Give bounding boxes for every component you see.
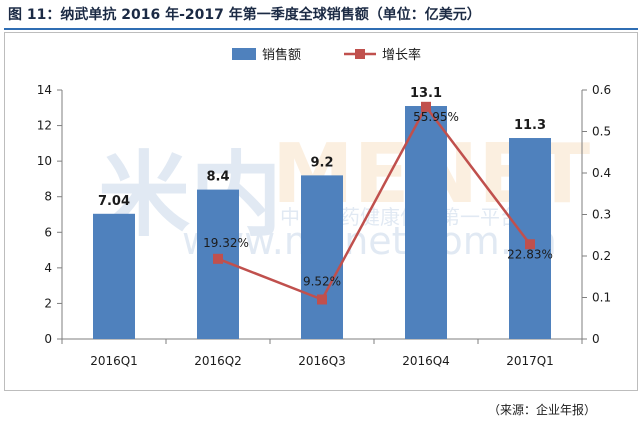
chart-border bbox=[4, 32, 638, 391]
bar-series bbox=[93, 106, 551, 339]
x-ticks bbox=[61, 339, 583, 344]
y-left-tick-label: 12 bbox=[37, 119, 52, 133]
bar-2016Q3 bbox=[301, 175, 343, 339]
y-right-tick-label: 0.2 bbox=[592, 249, 611, 263]
title-divider bbox=[4, 28, 638, 30]
growth-value-label: 55.95% bbox=[413, 110, 459, 124]
bar-2016Q4 bbox=[405, 106, 447, 339]
y-right-tick-label: 0 bbox=[592, 332, 600, 346]
bar-value-label: 7.04 bbox=[98, 194, 130, 209]
watermark-url: www.menet.com.cn bbox=[182, 219, 557, 263]
legend: 销售额 增长率 bbox=[232, 47, 421, 63]
y-right-tick-label: 0.6 bbox=[592, 83, 611, 97]
source-note: （来源：企业年报） bbox=[487, 403, 596, 417]
y-left-tick-label: 8 bbox=[44, 190, 52, 204]
bar-2017Q1 bbox=[509, 138, 551, 339]
y-left-tick-label: 14 bbox=[37, 83, 52, 97]
x-category-labels: 2016Q1 2016Q2 2016Q3 2016Q4 2017Q1 bbox=[90, 354, 554, 368]
legend-swatch-sales bbox=[232, 48, 256, 60]
y-right-tick-label: 0.4 bbox=[592, 166, 611, 180]
sales-chart: 米内 MENET 中国医药健康信息第一平台 www.menet.com.cn 0… bbox=[4, 32, 638, 391]
x-category-label: 2016Q1 bbox=[90, 354, 138, 368]
growth-value-labels: 19.32% 9.52% 55.95% 22.83% bbox=[203, 110, 553, 289]
growth-value-label: 22.83% bbox=[507, 247, 553, 261]
bar-value-label: 13.1 bbox=[410, 86, 442, 101]
chart-container: 米内 MENET 中国医药健康信息第一平台 www.menet.com.cn 0… bbox=[4, 32, 638, 391]
growth-marker-2016Q4 bbox=[421, 101, 431, 112]
bar-value-label: 11.3 bbox=[514, 118, 546, 133]
growth-value-label: 9.52% bbox=[303, 274, 341, 288]
y-left-ticks: 0 2 4 6 8 10 12 14 bbox=[37, 83, 62, 346]
legend-label-sales: 销售额 bbox=[262, 47, 301, 63]
growth-marker-2017Q1 bbox=[525, 239, 535, 250]
y-left-tick-label: 4 bbox=[44, 261, 52, 275]
legend-label-growth: 增长率 bbox=[382, 47, 421, 63]
y-left-tick-label: 2 bbox=[44, 296, 52, 310]
y-right-tick-label: 0.5 bbox=[592, 125, 611, 139]
bar-value-label: 8.4 bbox=[206, 170, 229, 185]
y-left-tick-label: 0 bbox=[44, 332, 52, 346]
y-right-tick-label: 0.1 bbox=[592, 291, 611, 305]
growth-line-series bbox=[213, 101, 535, 305]
bar-value-label: 9.2 bbox=[310, 155, 333, 170]
y-right-ticks: 0 0.1 0.2 0.3 0.4 0.5 0.6 bbox=[582, 83, 611, 346]
page-title: 图 11：纳武单抗 2016 年-2017 年第一季度全球销售额（单位：亿美元） bbox=[8, 7, 481, 23]
x-category-label: 2016Q2 bbox=[194, 354, 242, 368]
growth-marker-2016Q3 bbox=[317, 294, 327, 305]
x-category-label: 2016Q3 bbox=[298, 354, 346, 368]
y-right-tick-label: 0.3 bbox=[592, 208, 611, 222]
y-left-tick-label: 10 bbox=[37, 154, 52, 168]
x-category-label: 2016Q4 bbox=[402, 354, 450, 368]
growth-value-label: 19.32% bbox=[203, 236, 249, 250]
y-left-tick-label: 6 bbox=[44, 225, 52, 239]
growth-line bbox=[217, 104, 531, 302]
x-category-label: 2017Q1 bbox=[506, 354, 554, 368]
bar-value-labels: 7.04 8.4 9.2 13.1 11.3 bbox=[98, 86, 546, 209]
growth-marker-2016Q2 bbox=[213, 253, 223, 264]
legend-marker-growth bbox=[355, 49, 365, 59]
bar-2016Q1 bbox=[93, 213, 135, 339]
